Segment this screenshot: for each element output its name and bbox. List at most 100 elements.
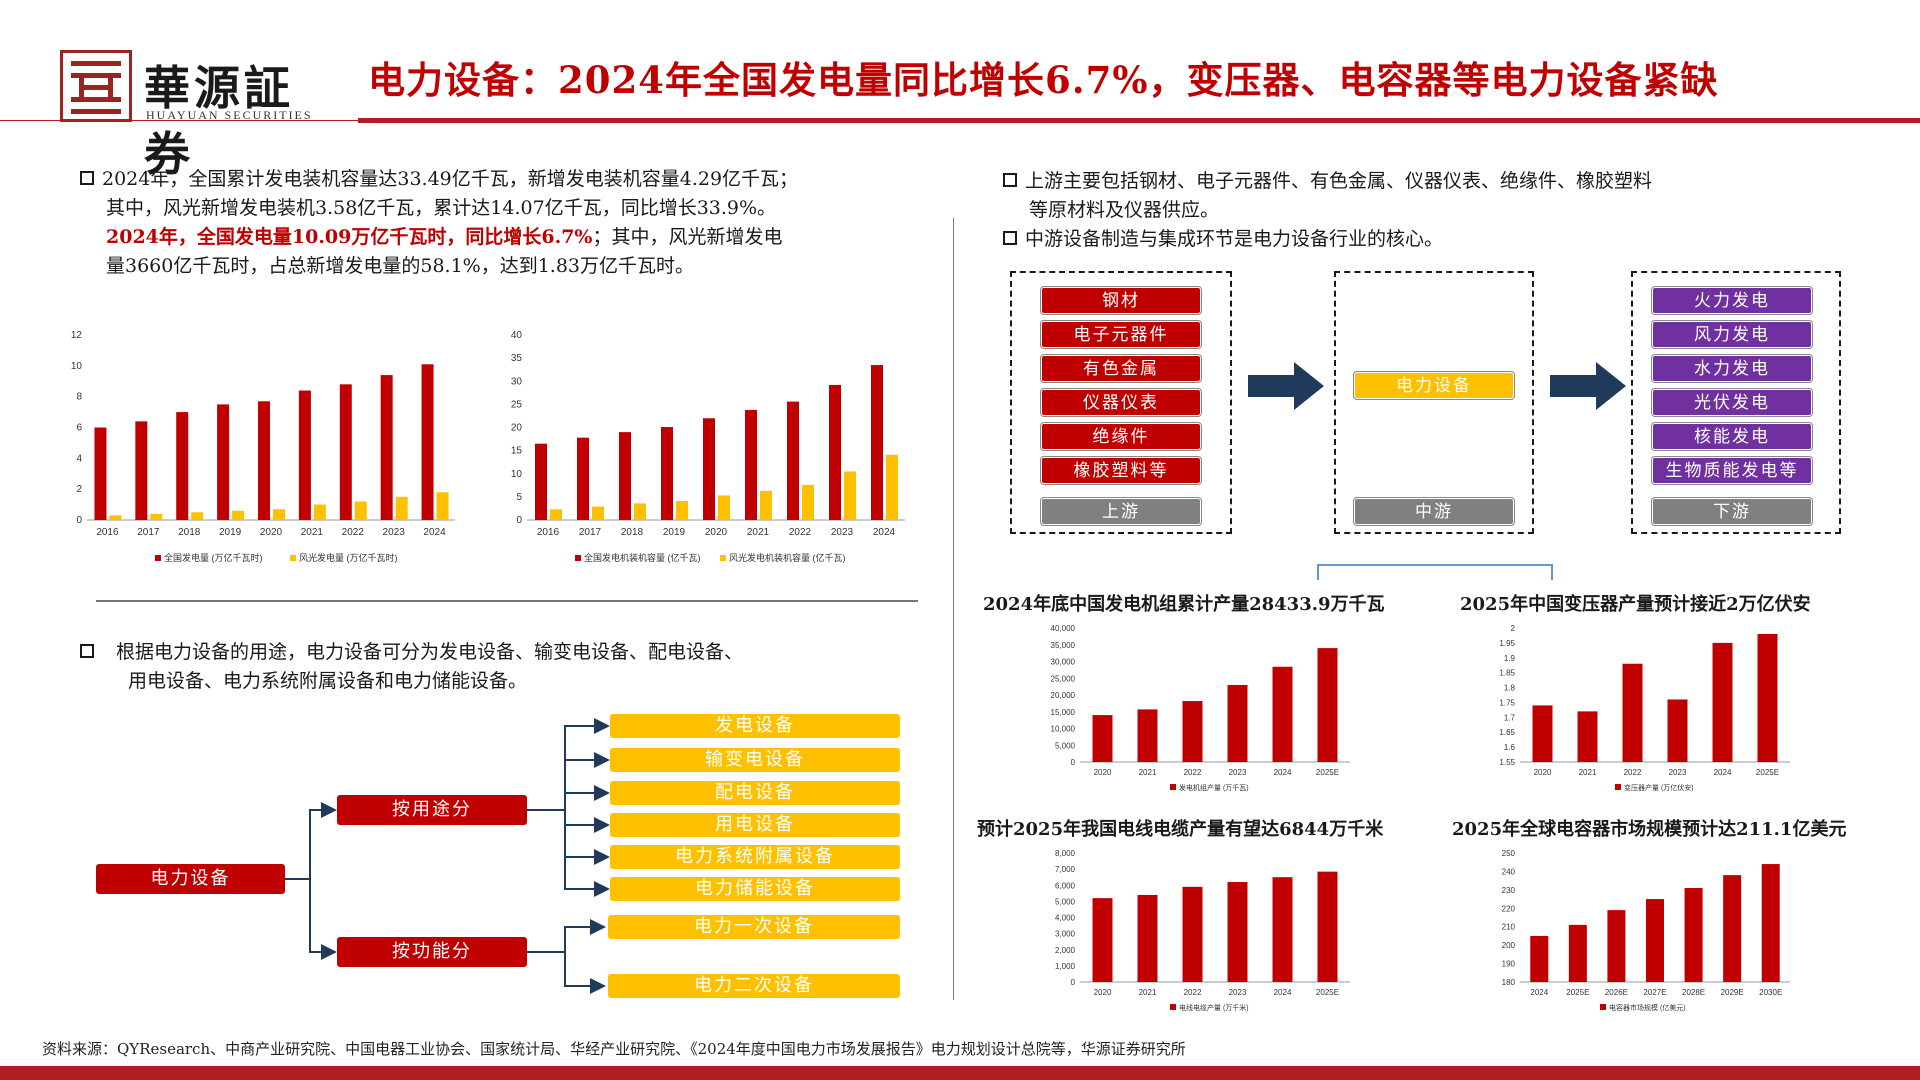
- downstream-item: 风力发电: [1652, 321, 1812, 348]
- y-tick-label: 250: [1502, 849, 1516, 858]
- tree-branch-usage: 按用途分: [337, 795, 527, 825]
- tree-leaf-function: 电力一次设备: [608, 915, 900, 939]
- bar: [258, 401, 270, 520]
- bar: [1227, 684, 1248, 762]
- legend-swatch: [1170, 1004, 1176, 1010]
- bullet-square-icon: [1003, 173, 1017, 187]
- upstream-item: 仪器仪表: [1041, 389, 1201, 416]
- downstream-item: 核能发电: [1652, 423, 1812, 450]
- x-tick-label: 2026E: [1605, 988, 1628, 997]
- y-tick-label: 220: [1502, 904, 1516, 913]
- midstream-box: [1334, 271, 1534, 534]
- downstream-item: 水力发电: [1652, 355, 1812, 382]
- upstream-label: 上游: [1041, 498, 1201, 525]
- tree-leaf-usage: 用电设备: [610, 813, 900, 837]
- bar: [109, 515, 122, 520]
- seal-icon: [60, 50, 132, 122]
- bar: [313, 504, 326, 520]
- y-tick-label: 6,000: [1055, 881, 1076, 890]
- x-tick-label: 2017: [579, 527, 602, 538]
- bar: [150, 513, 163, 520]
- left-paragraph-2: 根据电力设备的用途，电力设备可分为发电设备、输变电设备、配电设备、 用电设备、电…: [80, 638, 940, 696]
- tree-leaf-usage: 电力系统附属设备: [610, 845, 900, 869]
- bar: [217, 404, 230, 520]
- bar: [802, 484, 814, 520]
- x-tick-label: 2019: [219, 527, 242, 538]
- legend-swatch: [290, 555, 296, 561]
- tree-leaf-usage: 配电设备: [610, 781, 900, 805]
- x-tick-label: 2025E: [1566, 988, 1589, 997]
- y-tick-label: 1.8: [1504, 684, 1516, 693]
- bar: [1646, 899, 1664, 982]
- y-tick-label: 15: [511, 446, 523, 457]
- y-tick-label: 30: [511, 376, 523, 387]
- x-tick-label: 2024: [873, 527, 896, 538]
- column-divider: [953, 218, 954, 1000]
- bar: [1182, 886, 1203, 982]
- y-tick-label: 35,000: [1051, 641, 1076, 650]
- chart-title-transformer: 2025年中国变压器产量预计接近2万亿伏安: [1460, 594, 1811, 615]
- bar: [1723, 875, 1742, 982]
- bar: [354, 501, 367, 520]
- y-tick-label: 15,000: [1051, 708, 1076, 717]
- y-tick-label: 1.65: [1499, 728, 1515, 737]
- bar: [191, 512, 204, 520]
- x-tick-label: 2021: [1139, 768, 1157, 777]
- x-tick-label: 2020: [705, 527, 728, 538]
- y-tick-label: 5: [516, 492, 522, 503]
- legend-swatch: [1615, 784, 1621, 790]
- x-tick-label: 2021: [301, 527, 324, 538]
- y-tick-label: 25: [511, 399, 523, 410]
- x-tick-label: 2017: [137, 527, 160, 538]
- y-tick-label: 0: [516, 515, 522, 526]
- bar: [298, 390, 311, 520]
- x-tick-label: 2025E: [1316, 988, 1339, 997]
- bar: [886, 454, 898, 520]
- upstream-item: 电子元器件: [1041, 321, 1201, 348]
- bar: [1667, 699, 1688, 762]
- y-tick-label: 240: [1502, 867, 1516, 876]
- x-tick-label: 2025E: [1316, 768, 1339, 777]
- bar: [787, 401, 799, 520]
- y-tick-label: 0: [1071, 978, 1076, 987]
- y-tick-label: 4: [76, 453, 82, 464]
- bar: [1712, 642, 1733, 762]
- logo-text-en: HUAYUAN SECURITIES: [146, 108, 313, 122]
- y-tick-label: 230: [1502, 886, 1516, 895]
- bar: [380, 375, 393, 520]
- bar: [718, 495, 730, 520]
- x-tick-label: 2024: [423, 527, 446, 538]
- bar: [619, 432, 631, 520]
- bar: [273, 509, 285, 520]
- y-tick-label: 1.75: [1499, 698, 1515, 707]
- x-tick-label: 2018: [178, 527, 201, 538]
- y-tick-label: 1.9: [1504, 654, 1516, 663]
- x-tick-label: 2028E: [1682, 988, 1705, 997]
- x-tick-label: 2020: [1094, 988, 1112, 997]
- x-tick-label: 2024: [1274, 768, 1292, 777]
- tree-leaf-function: 电力二次设备: [608, 974, 900, 998]
- chart-title-cable: 预计2025年我国电线电缆产量有望达6844万千米: [977, 819, 1384, 840]
- upstream-item: 有色金属: [1041, 355, 1201, 382]
- downstream-label: 下游: [1652, 498, 1812, 525]
- bar: [339, 384, 352, 520]
- tree-root: 电力设备: [96, 864, 285, 894]
- y-tick-label: 180: [1502, 978, 1516, 987]
- y-tick-label: 30,000: [1051, 658, 1076, 667]
- upstream-item: 绝缘件: [1041, 423, 1201, 450]
- source-footnote: 资料来源：QYResearch、中商产业研究院、中国电器工业协会、国家统计局、华…: [42, 1040, 1186, 1058]
- legend-label: 风光发电量 (万亿千瓦时): [299, 552, 398, 563]
- bar: [1757, 633, 1778, 762]
- bar: [94, 427, 107, 520]
- y-tick-label: 3,000: [1055, 930, 1076, 939]
- bar: [577, 437, 589, 520]
- x-tick-label: 2021: [1579, 768, 1597, 777]
- legend-label: 发电机组产量 (万千瓦): [1179, 783, 1249, 792]
- upstream-item: 钢材: [1041, 287, 1201, 314]
- left-paragraph-1: 2024年，全国累计发电装机容量达33.49亿千瓦，新增发电装机容量4.29亿千…: [80, 165, 940, 281]
- bar: [1137, 894, 1158, 982]
- bar: [1272, 877, 1293, 982]
- y-tick-label: 10: [511, 469, 523, 480]
- bar: [592, 506, 604, 520]
- y-tick-label: 200: [1502, 941, 1516, 950]
